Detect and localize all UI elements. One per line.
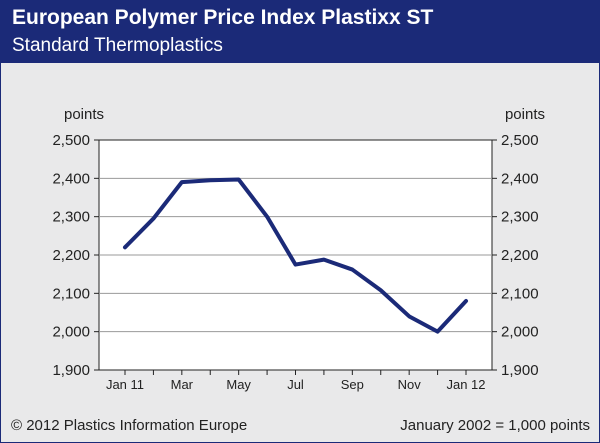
- y-tick-label-left: 2,200: [52, 247, 90, 264]
- x-tick-label: Mar: [171, 377, 194, 392]
- data-point: [265, 215, 269, 219]
- y-tick-label-right: 2,400: [501, 170, 539, 187]
- grid-lines: [99, 177, 492, 333]
- data-point: [237, 177, 241, 181]
- data-point: [436, 330, 440, 334]
- y-tick-label-right: 1,900: [501, 362, 539, 379]
- y-tick-label-right: 2,000: [501, 324, 539, 341]
- x-tick-label: Sep: [341, 377, 364, 392]
- x-tick-label: Jul: [287, 377, 304, 392]
- data-point: [322, 258, 326, 262]
- data-point: [464, 299, 468, 303]
- y-ticks-left: 1,900 2,000 2,100 2,200 2,300 2,400 2,500: [52, 132, 99, 379]
- y-tick-label-right: 2,100: [501, 285, 539, 302]
- y-tick-label-left: 2,100: [52, 285, 90, 302]
- y-tick-label-left: 1,900: [52, 362, 90, 379]
- y-tick-label-left: 2,400: [52, 170, 90, 187]
- data-point: [350, 268, 354, 272]
- y-tick-label-right: 2,200: [501, 247, 539, 264]
- y-tick-label-right: 2,300: [501, 209, 539, 226]
- baseline-note: January 2002 = 1,000 points: [400, 417, 590, 434]
- data-point: [379, 288, 383, 292]
- x-tick-label: Jan 12: [446, 377, 485, 392]
- copyright-text: © 2012 Plastics Information Europe: [11, 417, 248, 434]
- data-point: [180, 180, 184, 184]
- line-chart: points points 1,900 2,000 2,100 2,200 2,300 2…: [52, 106, 545, 392]
- y-tick-label-left: 2,300: [52, 209, 90, 226]
- x-tick-label: May: [226, 377, 251, 392]
- chart-title: European Polymer Price Index Plastixx ST: [12, 6, 434, 29]
- series-group: [123, 177, 468, 334]
- y-tick-label-left: 2,500: [52, 132, 90, 149]
- y-axis-label-right: points: [505, 106, 545, 123]
- data-point: [123, 245, 127, 249]
- y-tick-label-right: 2,500: [501, 132, 539, 149]
- x-tick-label: Nov: [398, 377, 422, 392]
- data-point: [407, 314, 411, 318]
- y-ticks-right: 1,900 2,000 2,100 2,200 2,300 2,400 2,500: [492, 132, 539, 379]
- header-banner: European Polymer Price Index Plastixx ST…: [1, 1, 599, 63]
- x-tick-label: Jan 11: [106, 377, 144, 392]
- y-tick-label-left: 2,000: [52, 324, 90, 341]
- data-point: [151, 217, 155, 221]
- y-axis-label-left: points: [64, 106, 104, 123]
- data-point: [208, 178, 212, 182]
- x-ticks: Jan 11 Mar May Jul Sep Nov Jan 12: [106, 370, 486, 392]
- data-point: [294, 263, 297, 267]
- chart-subtitle: Standard Thermoplastics: [12, 35, 223, 56]
